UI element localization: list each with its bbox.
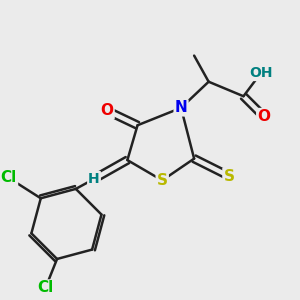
Text: Cl: Cl <box>37 280 54 296</box>
Text: O: O <box>100 103 114 118</box>
Text: S: S <box>224 169 235 184</box>
Text: OH: OH <box>249 66 273 80</box>
Text: O: O <box>257 109 270 124</box>
Text: Cl: Cl <box>1 170 17 185</box>
Text: S: S <box>157 173 168 188</box>
Text: N: N <box>175 100 188 115</box>
Text: H: H <box>88 172 100 186</box>
